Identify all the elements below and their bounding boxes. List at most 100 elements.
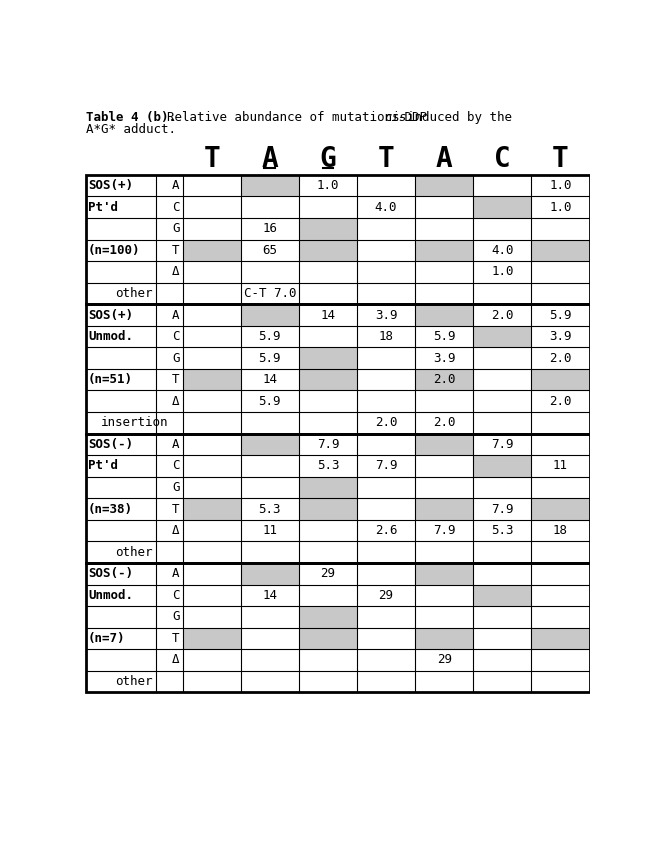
Text: other: other [115,675,153,688]
Bar [415,175,474,197]
Text: 11: 11 [262,525,277,538]
Text: 5.9: 5.9 [433,330,455,343]
Text: A: A [172,438,179,451]
Text: T: T [203,146,220,173]
Bar [183,239,241,261]
Text: A: A [436,146,453,173]
Bar [299,499,357,520]
Bar [183,628,241,649]
Text: C-T 7.0: C-T 7.0 [244,287,296,300]
Text: 2.0: 2.0 [549,352,572,365]
Bar [299,218,357,239]
Text: T: T [552,146,569,173]
Text: 5.9: 5.9 [259,330,281,343]
Text: 7.9: 7.9 [491,503,514,516]
Text: 1.0: 1.0 [549,201,572,214]
Text: 7.9: 7.9 [491,438,514,451]
Text: 2.0: 2.0 [491,309,514,322]
Text: 5.9: 5.9 [549,309,572,322]
Text: 5.9: 5.9 [259,394,281,407]
Text: 5.3: 5.3 [259,503,281,516]
Text: T: T [172,373,179,386]
Text: 29: 29 [320,567,335,580]
Text: Δ: Δ [172,525,179,538]
Bar [299,477,357,499]
Bar [183,369,241,390]
Text: T: T [172,503,179,516]
Bar [531,369,590,390]
Bar [299,369,357,390]
Text: C: C [172,201,179,214]
Text: Pt'd: Pt'd [88,201,118,214]
Text: Unmod.: Unmod. [88,330,133,343]
Text: C: C [494,146,511,173]
Bar [415,563,474,584]
Text: C: C [172,460,179,473]
Bar [415,434,474,455]
Text: 14: 14 [320,309,335,322]
Text: (n=38): (n=38) [88,503,133,516]
Bar [299,606,357,628]
Text: A*G* adduct.: A*G* adduct. [86,122,176,135]
Text: Δ: Δ [172,265,179,278]
Text: (n=100): (n=100) [88,244,141,257]
Text: other: other [115,545,153,558]
Bar [531,239,590,261]
Bar [415,239,474,261]
Text: 18: 18 [553,525,568,538]
Text: 3.9: 3.9 [549,330,572,343]
Text: 7.9: 7.9 [433,525,455,538]
Bar [241,434,299,455]
Bar [474,584,531,606]
Bar [415,499,474,520]
Bar [474,197,531,218]
Text: 4.0: 4.0 [491,244,514,257]
Text: 7.9: 7.9 [316,438,339,451]
Text: A: A [172,179,179,192]
Text: T: T [378,146,394,173]
Text: 14: 14 [262,373,277,386]
Bar [415,304,474,326]
Text: 5.9: 5.9 [259,352,281,365]
Text: C: C [172,330,179,343]
Text: -DDP: -DDP [398,111,428,124]
Text: 16: 16 [262,222,277,235]
Bar [474,326,531,348]
Bar [531,628,590,649]
Text: 2.0: 2.0 [375,416,398,429]
Text: 29: 29 [437,654,452,667]
Text: 29: 29 [379,589,394,602]
Text: 3.9: 3.9 [433,352,455,365]
Text: G: G [172,481,179,494]
Text: Δ: Δ [172,654,179,667]
Bar [531,499,590,520]
Bar [299,628,357,649]
Text: C: C [172,589,179,602]
Text: other: other [115,287,153,300]
Bar [241,175,299,197]
Bar [86,563,590,693]
Text: 2.6: 2.6 [375,525,398,538]
Text: SOS(+): SOS(+) [88,309,133,322]
Text: 4.0: 4.0 [375,201,398,214]
Text: (n=7): (n=7) [88,632,126,645]
Text: Pt'd: Pt'd [88,460,118,473]
Text: 2.0: 2.0 [433,416,455,429]
Text: insertion: insertion [100,416,168,429]
Text: (n=51): (n=51) [88,373,133,386]
Text: 7.9: 7.9 [375,460,398,473]
Bar [299,239,357,261]
Text: G: G [320,146,336,173]
Text: 2.0: 2.0 [433,373,455,386]
Text: G: G [172,352,179,365]
Bar [86,304,590,434]
Text: 1.0: 1.0 [549,179,572,192]
Text: SOS(+): SOS(+) [88,179,133,192]
Text: 14: 14 [262,589,277,602]
Text: G: G [172,610,179,623]
Text: 65: 65 [262,244,277,257]
Text: 3.9: 3.9 [375,309,398,322]
Bar [415,369,474,390]
Text: 18: 18 [379,330,394,343]
Text: SOS(-): SOS(-) [88,438,133,451]
